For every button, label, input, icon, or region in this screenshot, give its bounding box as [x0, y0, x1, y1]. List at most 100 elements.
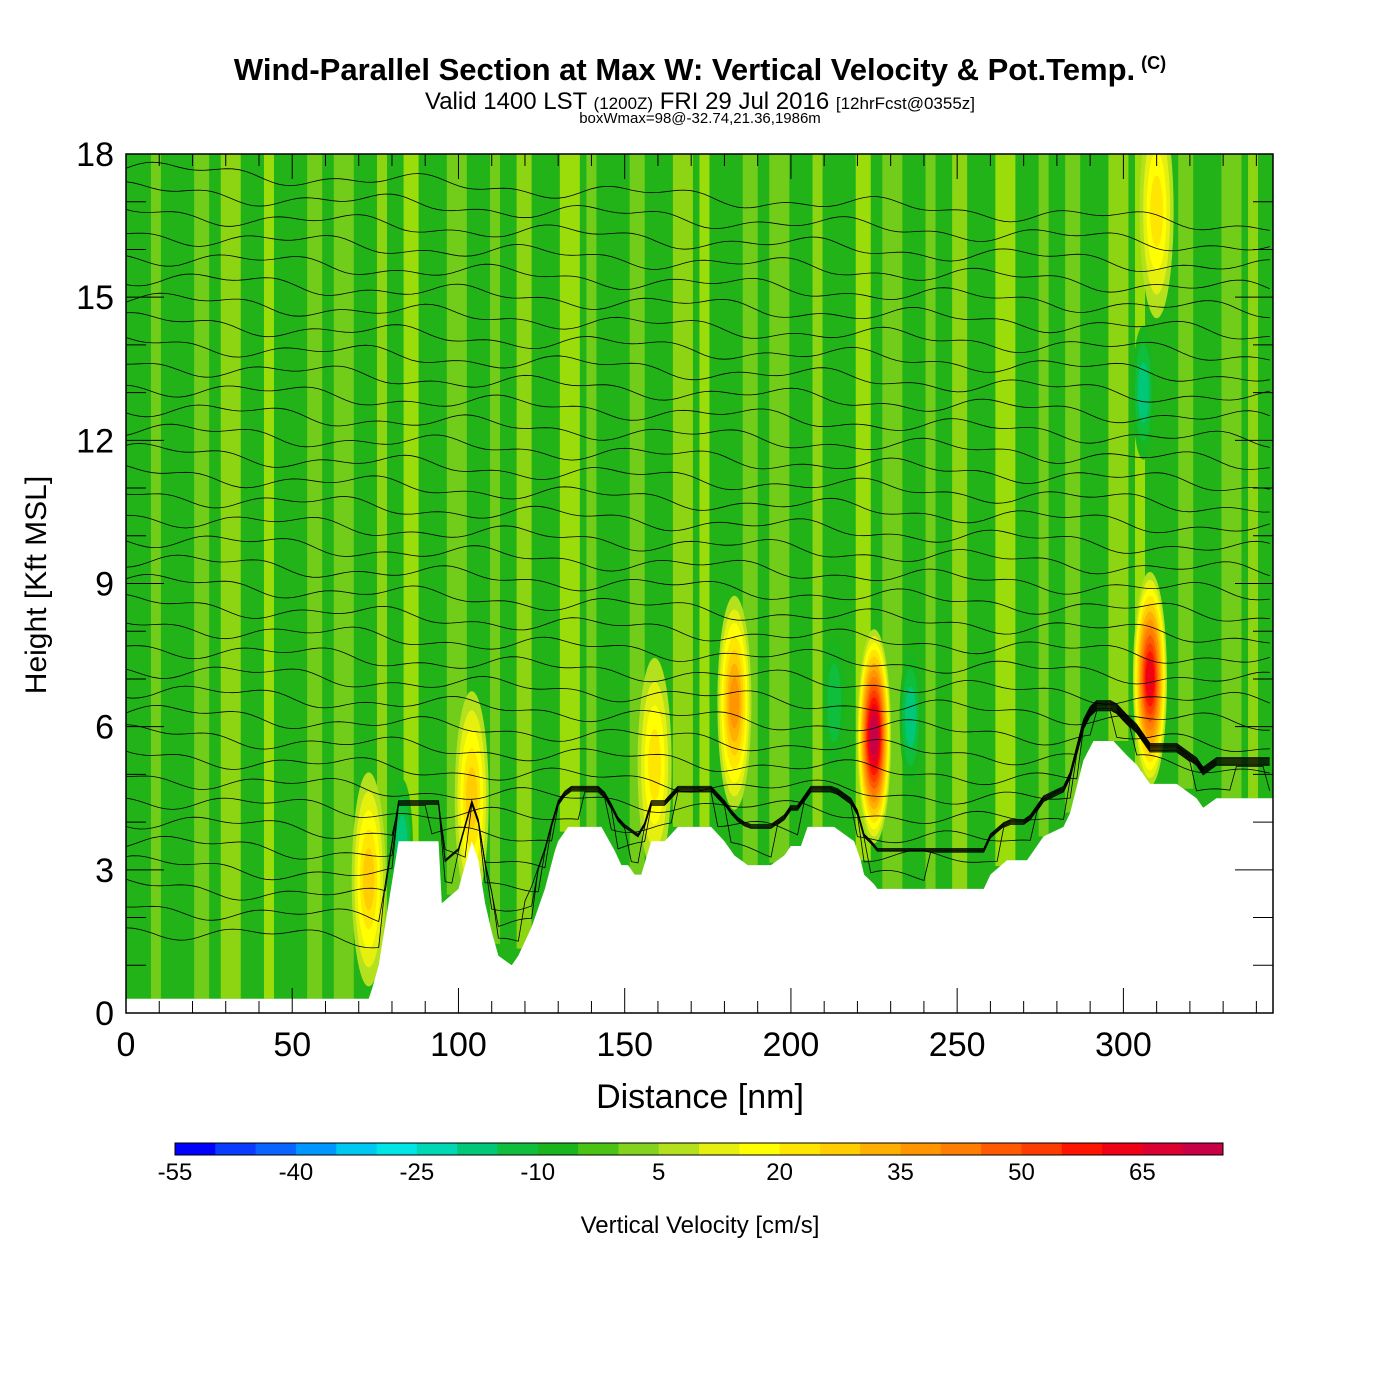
- updraft-streak: [559, 154, 580, 832]
- updraft-streak: [995, 154, 1016, 867]
- colorbar-swatch: [658, 1143, 700, 1155]
- updraft-streak: [403, 154, 419, 842]
- updraft-streak: [1135, 154, 1146, 770]
- isentrope-line: [126, 666, 1270, 731]
- colorbar-swatch: [497, 1143, 539, 1155]
- downdraft-core: [827, 663, 842, 743]
- isentrope-line: [126, 573, 1270, 644]
- updraft-streak: [150, 154, 161, 999]
- updraft-core: [729, 677, 740, 729]
- colorbar-swatch: [578, 1143, 619, 1155]
- colorbar-tick-label: 20: [766, 1159, 793, 1186]
- isentrope-line: [126, 273, 1270, 340]
- updraft-streak: [769, 154, 790, 863]
- y-axis-label: Height [Kft MSL]: [20, 476, 53, 694]
- isentrope-line: [126, 292, 1270, 361]
- colorbar-swatch: [940, 1143, 982, 1155]
- y-tick-label: 6: [95, 709, 114, 747]
- colorbar: -55 -40 -25 -10 5 20 35 50 65: [158, 1142, 1224, 1186]
- isentrope-contours: [126, 161, 1271, 949]
- x-tick-label: 250: [929, 1026, 986, 1064]
- isentrope-line: [126, 493, 1270, 554]
- x-tick-label: 300: [1095, 1026, 1152, 1064]
- x-tick-label: 200: [763, 1026, 820, 1064]
- updraft-streak: [516, 154, 532, 949]
- updraft-streak: [490, 154, 501, 944]
- isentrope-line: [126, 254, 1270, 319]
- updraft-streak: [1038, 154, 1049, 837]
- y-tick-label: 12: [76, 422, 114, 460]
- colorbar-swatch: [537, 1143, 579, 1155]
- x-tick-label: 150: [596, 1026, 653, 1064]
- updraft-core: [1150, 175, 1164, 248]
- isentrope-line: [126, 554, 1270, 622]
- isentrope-line: [126, 404, 1270, 470]
- isentrope-line: [126, 514, 1270, 577]
- colorbar-label: Vertical Velocity [cm/s]: [581, 1212, 820, 1239]
- chart-title: Wind-Parallel Section at Max W: Vertical…: [233, 52, 1167, 87]
- updraft-streak: [586, 154, 597, 827]
- y-tick-label: 0: [95, 995, 114, 1033]
- downdraft-core: [904, 686, 917, 748]
- colorbar-tick-label: 65: [1129, 1159, 1156, 1186]
- x-tick-label: 50: [273, 1026, 311, 1064]
- updraft-streak: [629, 154, 645, 875]
- colorbar-swatch: [175, 1143, 216, 1155]
- isentrope-line: [126, 312, 1270, 382]
- updraft-streak: [1065, 154, 1081, 813]
- updraft-streak: [812, 154, 823, 827]
- updraft-streak: [1221, 154, 1242, 799]
- updraft-streak: [194, 154, 210, 999]
- isentrope-line: [126, 535, 1270, 601]
- isentrope-line: [126, 708, 1271, 792]
- copyright-mark: (C): [1141, 52, 1167, 73]
- downdraft-core: [1137, 362, 1150, 423]
- colorbar-frame: [174, 1142, 1224, 1156]
- updraft-streak: [1248, 154, 1259, 799]
- updraft-core: [648, 729, 662, 801]
- colorbar-swatch: [860, 1143, 902, 1155]
- updraft-streak: [1178, 154, 1194, 789]
- isentrope-line: [126, 209, 1270, 273]
- isentrope-line: [126, 594, 1270, 664]
- x-axis-label: Distance [nm]: [596, 1078, 804, 1116]
- colorbar-swatch: [981, 1143, 1022, 1155]
- colorbar-swatch: [779, 1143, 821, 1155]
- colorbar-tick-label: 35: [887, 1159, 914, 1186]
- colorbar-tick-label: -25: [400, 1159, 435, 1186]
- updraft-streak: [376, 154, 387, 945]
- isentrope-line: [126, 363, 1270, 424]
- terrain-mask: [126, 741, 1273, 1013]
- isentrope-line: [126, 443, 1270, 513]
- updraft-streak: [307, 154, 323, 999]
- colorbar-swatch: [618, 1143, 660, 1155]
- colorbar-tick-label: 50: [1008, 1159, 1035, 1186]
- colorbar-tick-label: -55: [158, 1159, 193, 1186]
- colorbar-swatch: [699, 1143, 740, 1155]
- colorbar-swatch: [1102, 1143, 1143, 1155]
- colorbar-swatch: [819, 1143, 861, 1155]
- colorbar-swatch: [900, 1143, 942, 1155]
- colorbar-swatch: [1021, 1143, 1063, 1155]
- updraft-core: [362, 848, 375, 911]
- updraft-streak: [220, 154, 241, 999]
- colorbar-swatch: [1182, 1143, 1224, 1155]
- y-tick-label: 3: [95, 852, 114, 890]
- x-tick-label: 0: [117, 1026, 136, 1064]
- colorbar-swatch: [215, 1143, 257, 1155]
- colorbar-swatch: [457, 1143, 498, 1155]
- isentrope-line: [126, 423, 1270, 491]
- updraft-streak: [672, 154, 693, 827]
- x-tick-label: 100: [430, 1026, 487, 1064]
- colorbar-swatch: [739, 1143, 781, 1155]
- y-tick-label: 15: [76, 279, 114, 317]
- colorbar-swatch: [1142, 1143, 1184, 1155]
- updraft-streak: [1108, 154, 1129, 741]
- updraft-core: [1145, 659, 1155, 699]
- isentrope-line: [126, 232, 1270, 293]
- y-tick-label: 18: [76, 136, 114, 174]
- isentrope-line: [126, 161, 1270, 231]
- isentrope-line: [126, 465, 1270, 534]
- isentrope-line: [126, 700, 1270, 949]
